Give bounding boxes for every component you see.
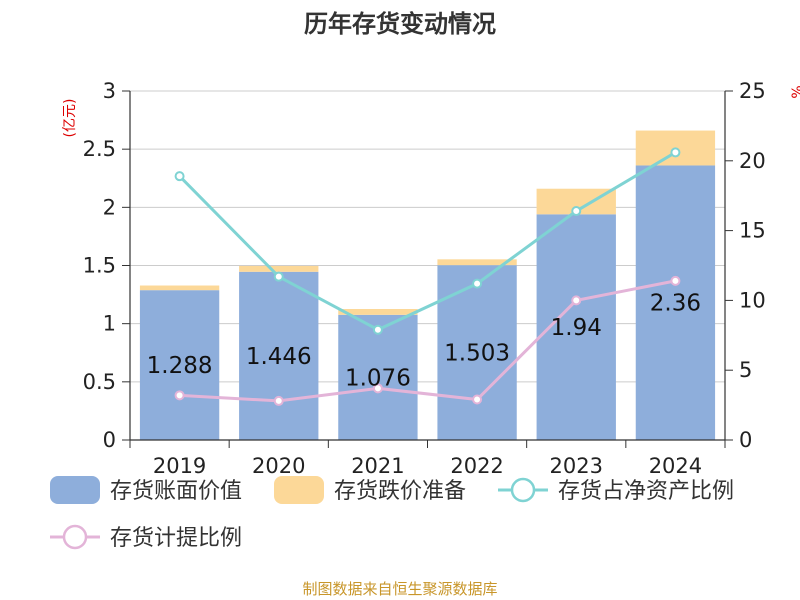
left-tick-label: 0.5 [83, 370, 116, 394]
point-存货计提比例 [472, 394, 483, 405]
left-tick-label: 0 [103, 428, 116, 452]
bar-存货跌价准备 [338, 309, 418, 315]
line-存货计提比例 [179, 279, 676, 403]
bar-value-label: 1.503 [444, 341, 510, 367]
point-存货计提比例 [273, 395, 284, 406]
legend-label: 存货跌价准备 [334, 479, 466, 504]
point-存货计提比例 [571, 295, 582, 306]
right-tick-label: 25 [739, 79, 766, 103]
bar-value-label: 1.076 [345, 365, 411, 391]
bar-存货跌价准备 [239, 265, 319, 272]
point-存货占净资产比例 [273, 271, 284, 282]
left-axis-unit: (亿元) [62, 99, 78, 138]
point-存货占净资产比例 [571, 206, 582, 217]
bar-存货账面价值 [139, 290, 220, 440]
lines [174, 147, 681, 406]
bar-存货账面价值 [239, 271, 319, 440]
point-存货计提比例 [670, 275, 681, 286]
right-tick-label: 5 [739, 358, 752, 382]
point-存货计提比例 [174, 390, 185, 401]
x-tick-label: 2019 [153, 454, 206, 478]
bar-存货账面价值 [338, 314, 418, 440]
bar-value-label: 1.288 [147, 353, 213, 379]
x-tick-label: 2022 [450, 454, 503, 478]
source-note: 制图数据来自恒生聚源数据库 [302, 580, 497, 598]
legend-label: 存货计提比例 [110, 526, 242, 551]
x-tick-label: 2020 [252, 454, 305, 478]
bar-存货跌价准备 [139, 285, 220, 291]
bar-存货账面价值 [635, 165, 716, 440]
left-tick-label: 2.5 [83, 137, 116, 161]
point-存货计提比例 [372, 383, 383, 394]
right-tick-label: 10 [739, 288, 766, 312]
right-axis-unit: % [790, 85, 800, 98]
legend-swatch [50, 476, 100, 504]
left-tick-label: 2 [103, 195, 116, 219]
point-存货占净资产比例 [670, 147, 681, 158]
line-存货占净资产比例 [178, 151, 677, 332]
data-labels: 1.288 1.446 1.076 1.503 1.94 2.36 [147, 291, 701, 392]
x-tick-label: 2021 [351, 454, 404, 478]
point-存货占净资产比例 [372, 324, 383, 335]
axes: 0 0.5 1 1.5 2 2.5 3 0 5 10 15 20 25 2019 2020 2021 2022 2… [83, 79, 766, 478]
right-tick-label: 0 [739, 428, 752, 452]
legend-swatch [274, 476, 324, 504]
bars [139, 130, 716, 440]
x-tick-label: 2024 [649, 454, 702, 478]
bar-value-label: 1.446 [246, 344, 312, 370]
bar-value-label: 2.36 [650, 291, 701, 317]
legend-label: 存货账面价值 [110, 479, 242, 504]
bar-value-label: 1.94 [551, 315, 602, 341]
point-存货占净资产比例 [174, 171, 185, 182]
gridlines [130, 90, 725, 441]
left-tick-label: 3 [103, 79, 116, 103]
right-tick-label: 15 [739, 219, 766, 243]
bar-存货跌价准备 [437, 259, 517, 266]
legend-label: 存货占净资产比例 [558, 479, 734, 504]
legend-marker [62, 524, 88, 550]
left-tick-label: 1 [103, 312, 116, 336]
right-tick-label: 20 [739, 149, 766, 173]
left-tick-label: 1.5 [83, 254, 116, 278]
legend-marker [510, 477, 536, 503]
chart-title: 历年存货变动情况 [304, 10, 496, 38]
x-tick-label: 2023 [550, 454, 603, 478]
point-存货占净资产比例 [472, 278, 483, 289]
